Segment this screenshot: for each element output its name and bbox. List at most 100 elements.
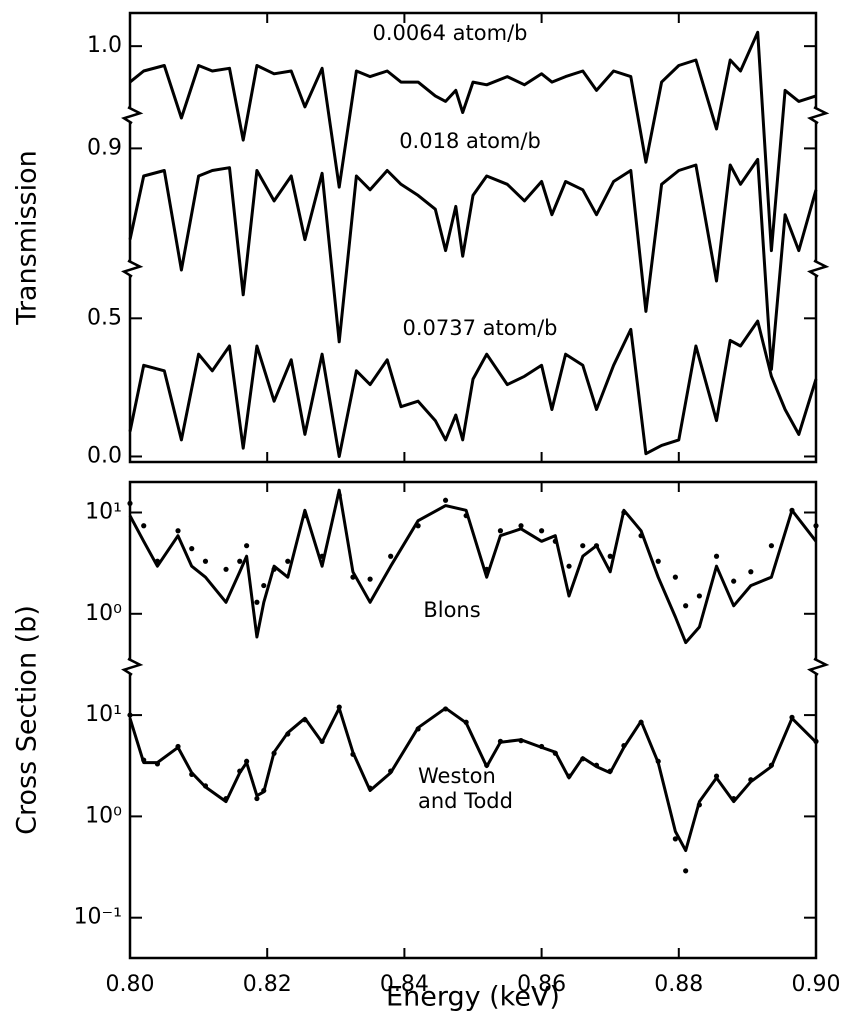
data-point: [463, 513, 469, 519]
data-point: [539, 528, 545, 534]
data-point: [175, 743, 181, 750]
data-point: [127, 712, 133, 718]
data-point: [731, 578, 737, 584]
data-point: [202, 783, 209, 789]
data-point: [638, 719, 644, 725]
x-tick-label: 0.90: [792, 972, 841, 997]
data-point: [367, 576, 373, 582]
data-point: [552, 538, 558, 544]
x-tick-label: 0.84: [380, 972, 429, 997]
data-point: [202, 558, 209, 564]
data-point: [518, 523, 524, 529]
data-point: [319, 738, 325, 744]
data-point: [189, 546, 195, 552]
data-point: [244, 543, 250, 549]
x-tick-label: 0.80: [106, 972, 155, 997]
y-tick-label: 0.5: [87, 305, 122, 330]
data-point: [271, 566, 277, 572]
data-point: [497, 738, 504, 744]
x-tick-label: 0.82: [243, 972, 292, 997]
data-point: [415, 523, 421, 529]
series-line: [128, 157, 818, 371]
axis-break: [807, 657, 830, 676]
x-tick-label: 0.86: [517, 972, 566, 997]
data-point: [539, 743, 545, 750]
data-point: [254, 795, 260, 802]
data-point: [350, 574, 356, 580]
data-point: [593, 543, 600, 549]
y-tick-label: 10¹: [85, 499, 122, 524]
data-point: [319, 553, 325, 559]
data-point: [580, 756, 586, 762]
axis-break: [121, 657, 144, 676]
data-point: [367, 785, 373, 791]
x-tick-label: 0.88: [654, 972, 703, 997]
data-point: [552, 750, 558, 756]
data-point: [237, 558, 243, 564]
data-point: [768, 543, 775, 549]
data-point: [655, 758, 661, 764]
data-point: [696, 802, 702, 808]
data-point: [244, 758, 250, 764]
data-point: [302, 513, 308, 519]
data-point: [813, 738, 819, 744]
data-point: [748, 777, 754, 783]
axis-break: [121, 106, 144, 125]
data-point: [285, 731, 291, 737]
data-point: [336, 704, 342, 710]
data-point: [175, 528, 181, 534]
data-point: [672, 574, 678, 580]
data-point: [621, 742, 627, 749]
data-point: [789, 714, 795, 720]
data-point: [497, 528, 504, 534]
series-label: Blons: [423, 598, 480, 622]
y-tick-label: 1.0: [87, 33, 122, 58]
axis-break: [807, 106, 830, 125]
series-line: [128, 488, 818, 645]
data-point: [566, 773, 572, 779]
y-tick-label: 10⁰: [85, 601, 122, 626]
data-point: [302, 717, 308, 723]
plot-frame: [128, 480, 818, 960]
data-point: [189, 771, 195, 777]
series-label: 0.0737 atom/b: [403, 316, 558, 340]
data-point: [442, 497, 449, 503]
data-point: [388, 768, 394, 774]
data-point: [154, 761, 161, 767]
data-point: [566, 563, 572, 569]
data-point: [789, 507, 795, 513]
data-point: [271, 750, 277, 756]
data-point: [484, 566, 490, 572]
y-tick-label: 0.0: [87, 443, 122, 468]
data-point: [261, 582, 267, 589]
data-point: [713, 553, 720, 559]
data-point: [607, 553, 613, 559]
data-point: [127, 500, 133, 506]
data-point: [350, 751, 356, 757]
data-point: [336, 492, 342, 498]
data-point: [518, 737, 524, 744]
data-point: [484, 762, 490, 768]
data-point: [593, 762, 600, 768]
data-point: [141, 523, 147, 529]
data-point: [223, 566, 229, 572]
data-point: [655, 558, 661, 564]
data-point: [683, 868, 689, 874]
data-point: [463, 719, 469, 725]
data-point: [154, 558, 161, 564]
data-point: [388, 553, 394, 559]
data-point: [415, 726, 421, 732]
data-point: [683, 603, 689, 609]
data-point: [285, 558, 291, 564]
y-tick-label: 0.9: [87, 135, 122, 160]
series-label: 0.018 atom/b: [399, 129, 541, 153]
data-point: [223, 795, 229, 802]
y-tick-label: 10⁰: [85, 803, 122, 828]
y-axis-label: Cross Section (b): [12, 605, 43, 835]
data-point: [672, 836, 678, 842]
axis-break: [807, 259, 830, 278]
series-line: [128, 319, 818, 458]
data-point: [237, 768, 243, 774]
